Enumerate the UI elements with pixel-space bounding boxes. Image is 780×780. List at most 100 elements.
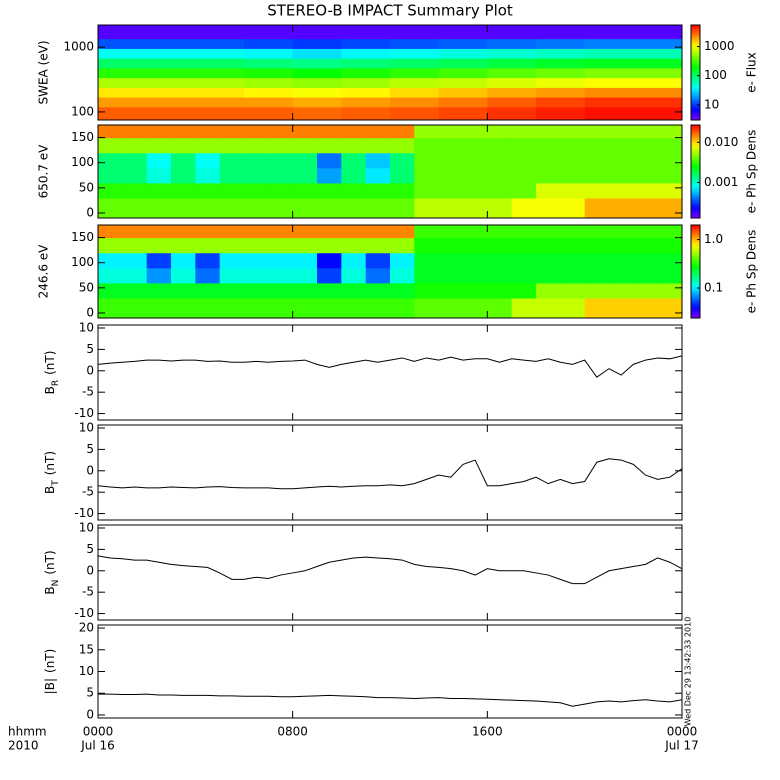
x-tick-label: 0000 (83, 725, 114, 739)
heatmap-cell (146, 137, 172, 154)
heatmap-cell (414, 137, 440, 154)
heatmap-cell (438, 237, 464, 254)
heatmap-cell (292, 87, 342, 98)
heatmap-cell (98, 77, 148, 88)
heatmap-cell (536, 297, 561, 318)
heatmap-cell (219, 252, 245, 269)
heatmap-cell (511, 125, 537, 139)
heatmap-cell (390, 58, 440, 69)
heatmap-cell (98, 282, 123, 299)
heatmap-cell (609, 282, 634, 299)
heatmap-cell (171, 167, 196, 184)
heatmap-cell (584, 167, 610, 184)
heatmap-cell (146, 182, 172, 199)
heatmap-cell (390, 182, 415, 199)
heatmap-cell (292, 237, 318, 254)
heatmap-cell (657, 167, 682, 184)
y-label-sub: T (51, 480, 61, 487)
y-axis-label: 246.6 eV (37, 244, 51, 299)
heatmap-cell (146, 252, 172, 269)
y-tick-label: 150 (71, 230, 94, 244)
heatmap-cell (511, 137, 537, 154)
heatmap-cell (365, 267, 391, 284)
heatmap-cell (98, 167, 123, 184)
panel-frame (97, 224, 683, 319)
heatmap-cell (633, 25, 682, 40)
heatmap-cell (244, 38, 294, 49)
heatmap-cell (268, 125, 294, 139)
heatmap-cell (146, 282, 172, 299)
heatmap-cell (487, 77, 537, 88)
heatmap-cell (98, 267, 123, 284)
heatmap-cell (633, 58, 682, 69)
heatmap-cell (633, 267, 659, 284)
heatmap-cell (633, 67, 682, 79)
heatmap-cell (341, 87, 391, 98)
heatmap-cell (609, 125, 634, 139)
heatmap-cell (195, 67, 245, 79)
heatmap-cell (244, 77, 294, 88)
heatmap-cell (390, 225, 415, 239)
y-tick-label: 10 (79, 664, 94, 678)
y-tick-label: 50 (79, 280, 94, 294)
y-tick-label: 5 (86, 442, 94, 456)
heatmap-cell (584, 182, 610, 199)
y-tick-label: 10 (79, 520, 94, 534)
heatmap-cell (609, 252, 634, 269)
heatmap-cell (171, 125, 196, 139)
heatmap-cell (244, 167, 269, 184)
heatmap-cell (98, 58, 148, 69)
heatmap-cell (438, 282, 464, 299)
heatmap-cell (584, 137, 610, 154)
heatmap-cell (98, 182, 123, 199)
heatmap-cell (438, 48, 488, 59)
heatmap-cell (122, 267, 148, 284)
heatmap-cell (487, 167, 513, 184)
heatmap-cell (146, 38, 196, 49)
heatmap-cell (268, 182, 294, 199)
heatmap-cell (463, 252, 488, 269)
heatmap-cell (560, 237, 586, 254)
heatmap-cell (390, 25, 440, 40)
heatmap-cell (414, 252, 440, 269)
heatmap-cell (317, 152, 342, 169)
heatmap-cell (633, 297, 659, 318)
heatmap-cell (511, 225, 537, 239)
heatmap-cell (341, 58, 391, 69)
heatmap-cell (463, 182, 488, 199)
heatmap-cell (609, 197, 634, 218)
heatmap-cell (98, 25, 148, 40)
heatmap-cell (390, 96, 440, 108)
heatmap-cell (463, 282, 488, 299)
colorbar-label: e- Flux (745, 52, 759, 92)
colorbar (690, 24, 701, 121)
heatmap-cell (195, 58, 245, 69)
heatmap-cell (219, 267, 245, 284)
heatmap-cell (292, 48, 342, 59)
y-tick-label: 50 (79, 180, 94, 194)
heatmap-cell (292, 38, 342, 49)
heatmap-cell (292, 167, 318, 184)
heatmap-cell (341, 237, 367, 254)
panel-frame (97, 324, 683, 421)
heatmap-cell (195, 125, 221, 139)
panel (98, 125, 682, 218)
heatmap-cell (633, 197, 659, 218)
heatmap-cell (438, 25, 488, 40)
heatmap-cell (244, 58, 294, 69)
heatmap-cell (536, 282, 561, 299)
heatmap-cell (390, 267, 415, 284)
heatmap-cell (98, 125, 123, 139)
heatmap-cell (487, 237, 513, 254)
colorbar-tick-label: 1000 (704, 39, 735, 53)
colorbar (690, 224, 701, 319)
y-tick-label: 10 (79, 320, 94, 334)
x-axis-label: 2010 (8, 739, 39, 753)
heatmap-cell (633, 167, 659, 184)
y-tick-label: 0 (86, 707, 94, 721)
heatmap-cell (341, 106, 391, 120)
heatmap-cell (195, 137, 221, 154)
heatmap-cell (657, 125, 682, 139)
heatmap-cell (390, 197, 415, 218)
